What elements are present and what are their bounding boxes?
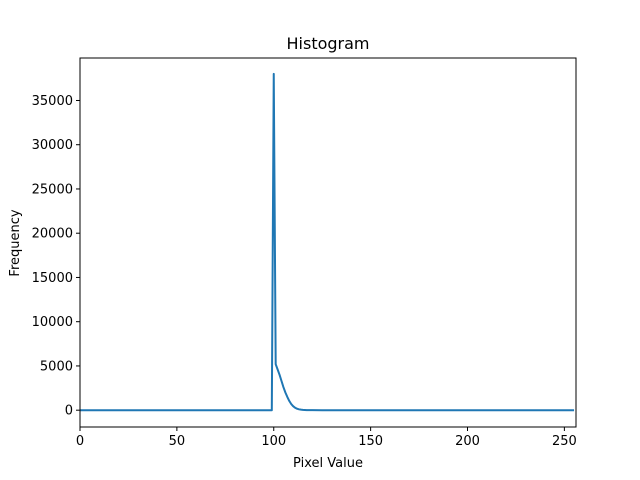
x-tick-label: 100 <box>261 434 286 449</box>
y-tick-label: 0 <box>65 404 73 419</box>
x-axis-ticks: 0 50 100 150 200 250 <box>76 427 577 449</box>
x-tick-label: 150 <box>358 434 383 449</box>
y-tick-label: 15000 <box>32 271 73 286</box>
x-tick-label: 200 <box>455 434 480 449</box>
y-axis-label: Frequency <box>8 209 23 276</box>
x-tick-label: 0 <box>76 434 84 449</box>
plot-area <box>80 72 575 412</box>
x-axis-label: Pixel Value <box>293 456 363 471</box>
x-tick-label: 250 <box>552 434 577 449</box>
chart-title: Histogram <box>287 34 370 53</box>
y-tick-label: 30000 <box>32 138 73 153</box>
y-tick-label: 5000 <box>40 359 73 374</box>
y-axis-ticks: 0 5000 10000 15000 20000 25000 30000 35000 <box>32 94 80 419</box>
y-tick-label: 10000 <box>32 315 73 330</box>
y-tick-label: 20000 <box>32 227 73 242</box>
plot-frame <box>79 57 577 428</box>
series-line-0 <box>80 72 575 412</box>
y-tick-label: 25000 <box>32 182 73 197</box>
y-tick-label: 35000 <box>32 94 73 109</box>
x-tick-label: 50 <box>169 434 186 449</box>
